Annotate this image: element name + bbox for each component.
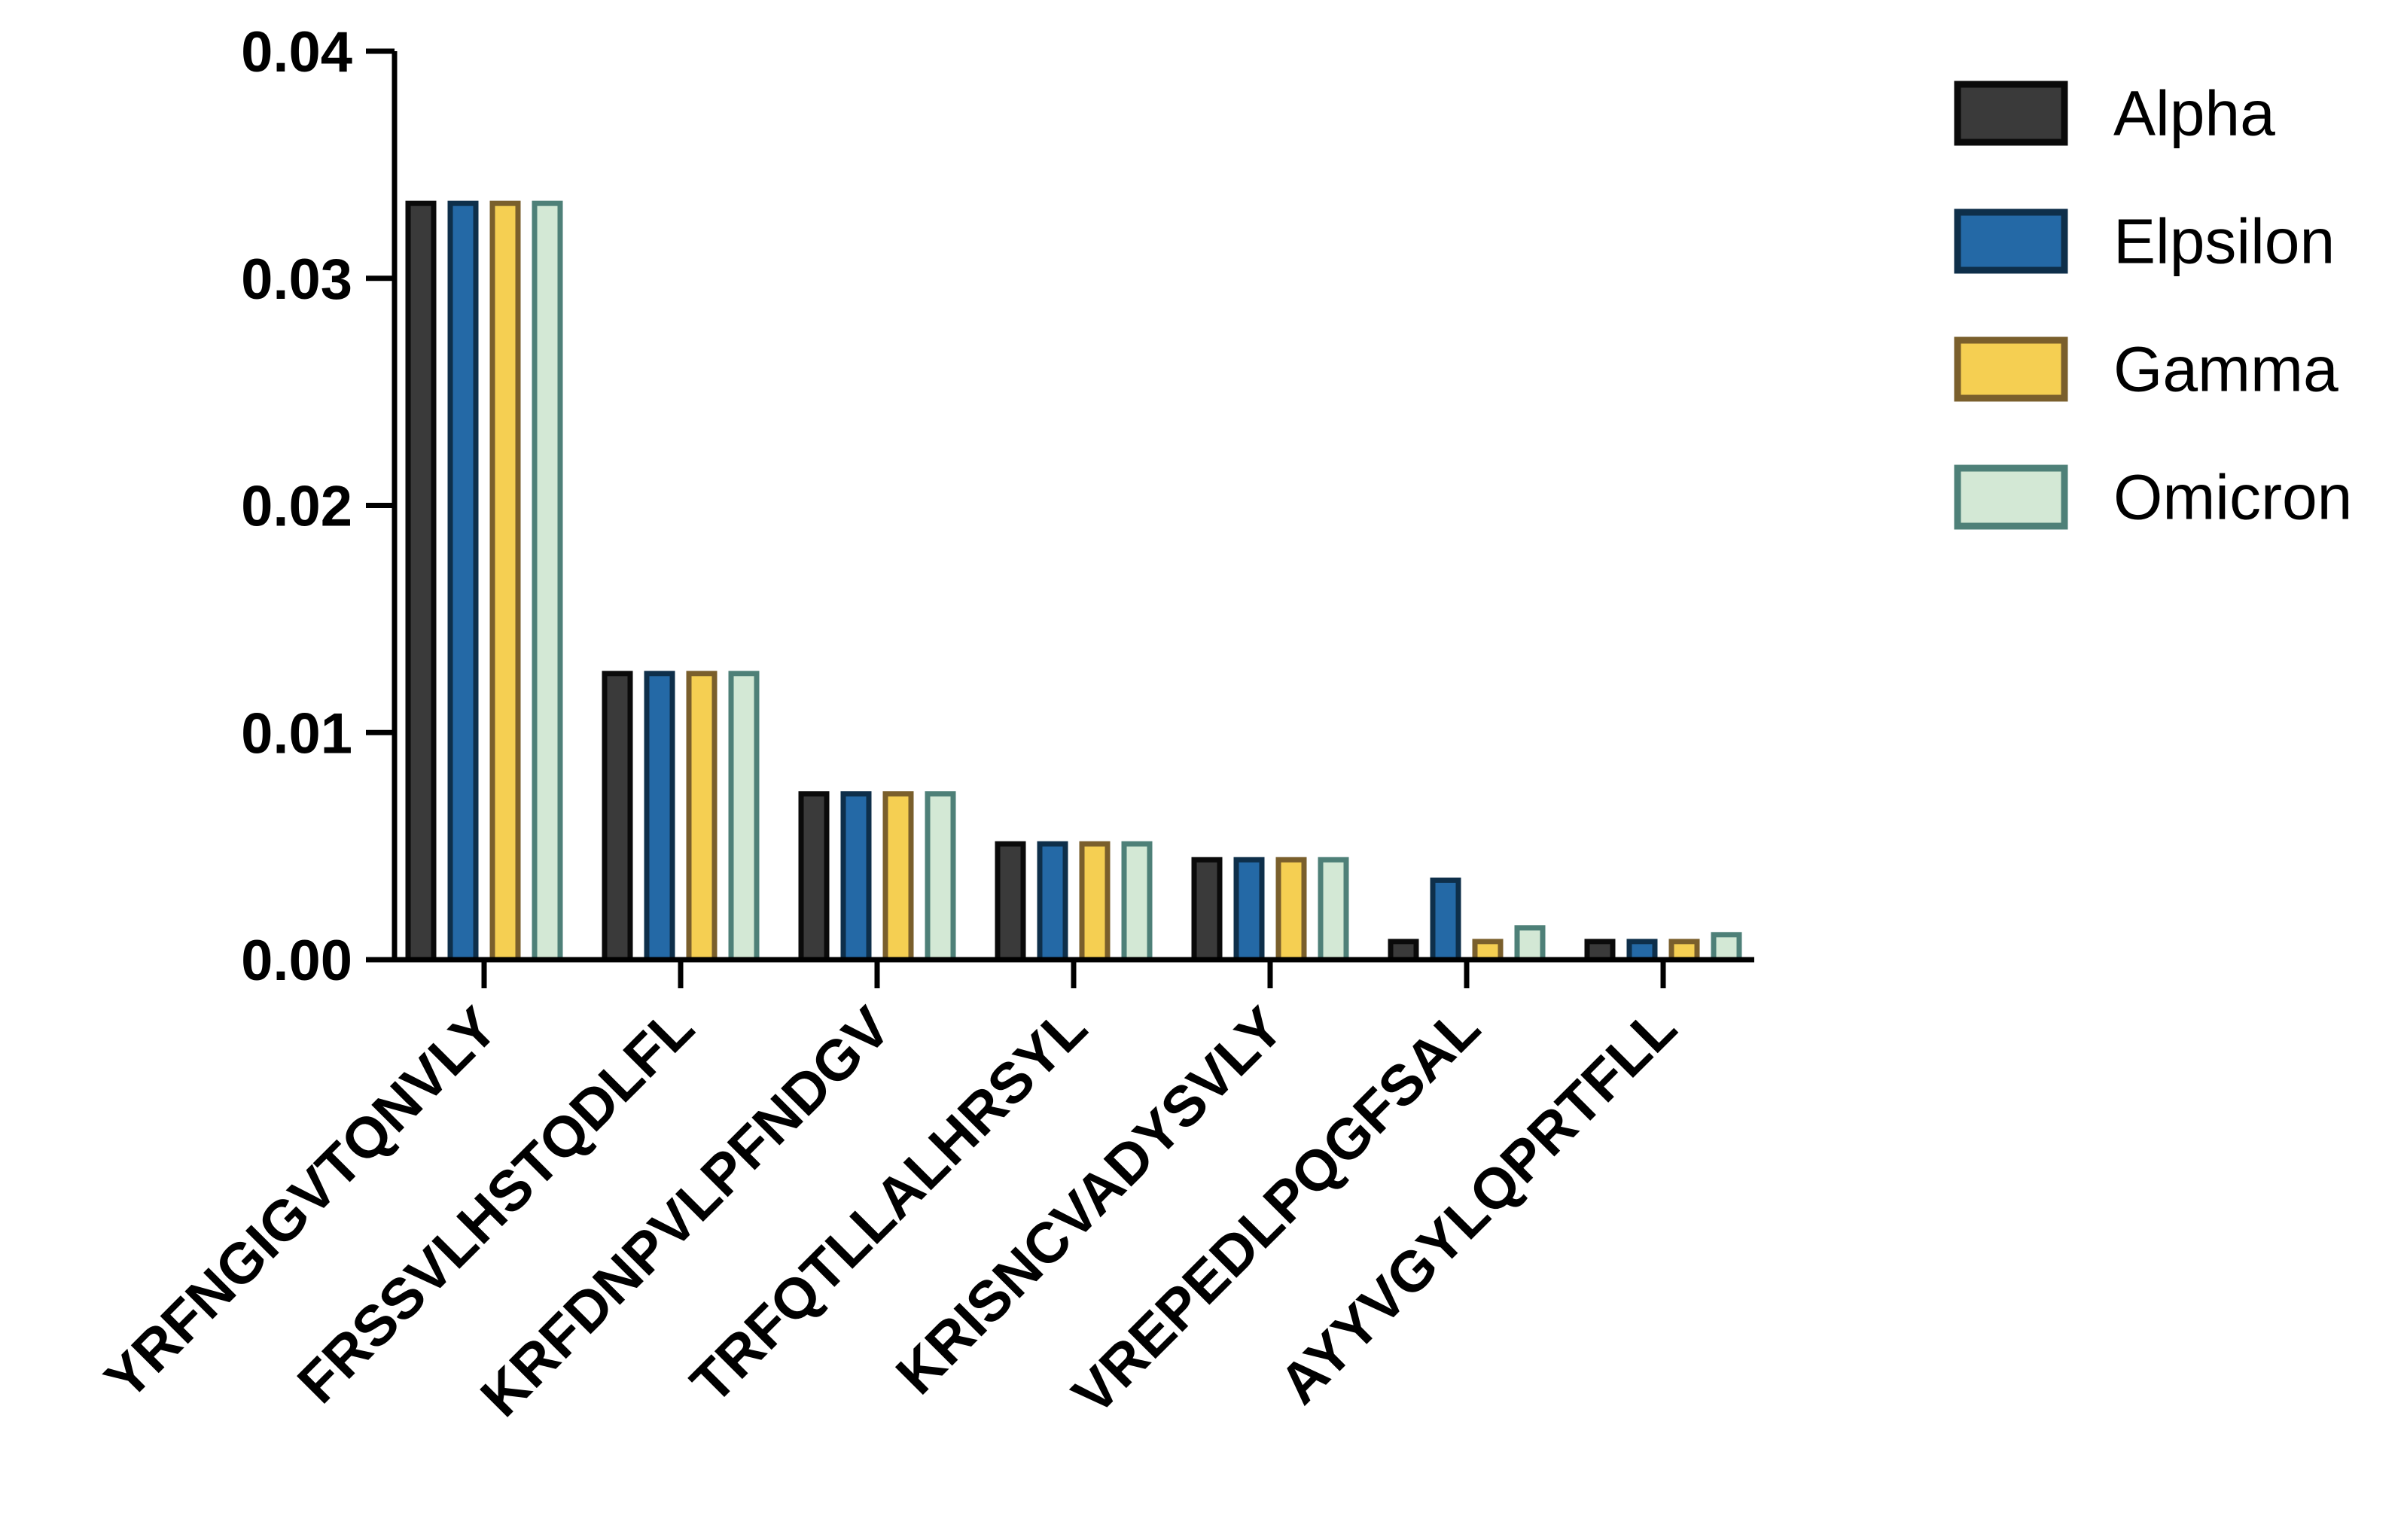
bars-layer — [405, 200, 1742, 963]
bar-gamma-4 — [1079, 841, 1111, 963]
y-tick-label: 0.02 — [241, 475, 352, 539]
bar-gamma-1 — [489, 200, 521, 963]
legend-label-omicron: Omicron — [2113, 462, 2352, 533]
bar-elpsilon-3 — [840, 791, 872, 963]
x-category-label: TRFQTLLALHRSYL — [678, 995, 1099, 1416]
bar-elpsilon-6 — [1430, 877, 1461, 963]
legend-swatch-omicron — [1954, 464, 2068, 530]
bar-alpha-5 — [1191, 857, 1223, 963]
bar-gamma-2 — [686, 671, 718, 963]
bar-gamma-3 — [882, 791, 914, 963]
legend: Alpha Elpsilon Gamma Omicron — [1954, 78, 2352, 533]
bar-alpha-1 — [405, 200, 437, 963]
bar-alpha-7 — [1584, 939, 1616, 963]
bar-gamma-6 — [1472, 939, 1504, 963]
legend-label-gamma: Gamma — [2113, 334, 2339, 405]
bar-omicron-4 — [1121, 841, 1153, 963]
x-category-label: AYYVGYLQPRTFLL — [1267, 995, 1689, 1417]
legend-swatch-alpha — [1954, 81, 2068, 146]
bar-elpsilon-1 — [447, 200, 479, 963]
legend-swatch-gamma — [1954, 336, 2068, 402]
bar-elpsilon-5 — [1233, 857, 1265, 963]
bar-omicron-3 — [925, 791, 956, 963]
y-tick-label: 0.01 — [241, 702, 352, 765]
bar-omicron-2 — [728, 671, 760, 963]
bar-elpsilon-2 — [644, 671, 675, 963]
axes-layer: 0.00 0.01 0.02 0.03 0.04 YRFNGIGVTQNVLYFRSSVL… — [93, 20, 1754, 1429]
y-tick-label: 0.00 — [241, 929, 352, 993]
y-tick-label: 0.03 — [241, 248, 352, 312]
bar-alpha-4 — [995, 841, 1026, 963]
bar-alpha-3 — [798, 791, 830, 963]
legend-swatch-elpsilon — [1954, 208, 2068, 274]
y-tick-label: 0.04 — [241, 20, 352, 84]
x-category-label: FRSSVLHSTQDLFL — [285, 995, 706, 1416]
legend-label-elpsilon: Elpsilon — [2113, 206, 2335, 277]
bar-omicron-1 — [532, 200, 563, 963]
bar-omicron-6 — [1514, 925, 1546, 963]
x-category-label: YRFNGIGVTQNVLY — [93, 995, 510, 1412]
bar-gamma-7 — [1668, 939, 1700, 963]
bar-gamma-5 — [1275, 857, 1307, 963]
legend-label-alpha: Alpha — [2113, 78, 2275, 149]
bar-alpha-2 — [602, 671, 633, 963]
bar-alpha-6 — [1388, 939, 1419, 963]
bar-omicron-5 — [1318, 857, 1349, 963]
bar-omicron-7 — [1711, 932, 1742, 963]
bar-elpsilon-4 — [1037, 841, 1068, 963]
bar-elpsilon-7 — [1626, 939, 1658, 963]
x-category-label: KRISNCVADYSVLY — [884, 995, 1296, 1407]
